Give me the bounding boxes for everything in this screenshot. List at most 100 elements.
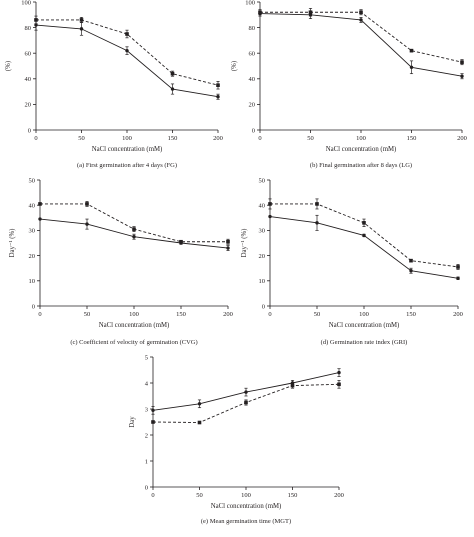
chart-a-ytick-label: 80 xyxy=(25,25,32,32)
chart-b-caption: (b) Final germination after 8 days (LG) xyxy=(310,162,412,169)
chart-e-ylabel: Day xyxy=(129,416,136,428)
chart-e-xtick-label: 50 xyxy=(196,492,203,499)
chart-d-series-solid-point xyxy=(456,276,460,280)
chart-c-series-dashed-point xyxy=(179,239,183,244)
chart-b-ytick-label: 100 xyxy=(245,0,255,6)
chart-b-ylabel: (%) xyxy=(231,61,238,71)
chart-b-series-dashed-point xyxy=(258,10,262,15)
chart-a-xtick-label: 0 xyxy=(34,135,37,142)
chart-e-series-dashed-point xyxy=(290,383,295,388)
chart-c-xtick-label: 0 xyxy=(38,311,41,318)
chart-c-series-solid-point xyxy=(85,222,89,226)
chart-c-ytick-label: 50 xyxy=(29,177,36,184)
chart-c-series-dashed-point xyxy=(226,239,230,244)
chart-a-ytick-label: 60 xyxy=(25,51,32,58)
chart-d-series-solid-point xyxy=(268,214,272,219)
chart-a-ylabel: (%) xyxy=(5,61,12,71)
chart-a-xlabel: NaCl concentration (mM) xyxy=(92,146,163,153)
chart-e-series-dashed-point xyxy=(244,400,248,405)
chart-e-series-dashed-point xyxy=(151,420,155,424)
chart-b-xtick-label: 150 xyxy=(407,135,417,142)
chart-d-caption: (d) Germination rate index (GRI) xyxy=(321,339,408,346)
chart-d-ylabel: Day⁻¹ (%) xyxy=(241,229,248,258)
chart-b: 0 20 40 60 80 100 0 50 100 150 200 NaCl concentrati… xyxy=(231,0,467,169)
chart-e-ytick-label: 1 xyxy=(145,458,148,465)
chart-c-series-solid-point xyxy=(132,235,136,239)
chart-e-ytick-label: 2 xyxy=(145,432,148,439)
chart-e-series-solid-point xyxy=(244,390,248,394)
chart-d-xtick-label: 200 xyxy=(453,311,463,318)
chart-d-series-solid xyxy=(268,214,460,280)
chart-d-series-dashed-point xyxy=(362,221,366,225)
chart-b-ytick-label: 40 xyxy=(249,76,256,83)
chart-a-series-dashed xyxy=(34,15,220,90)
chart-b-xtick-label: 200 xyxy=(457,135,467,142)
chart-e-series-dashed-point xyxy=(337,382,341,387)
chart-d-series-solid-point xyxy=(409,269,413,273)
chart-d-series-dashed-point xyxy=(456,265,460,269)
chart-d-xtick-label: 150 xyxy=(406,311,416,318)
chart-d-xtick-label: 50 xyxy=(314,311,321,318)
chart-b-ytick-label: 60 xyxy=(249,51,256,58)
chart-a-series-solid-point xyxy=(79,27,84,31)
chart-b-series-solid-line xyxy=(259,13,463,77)
chart-c-xtick-label: 100 xyxy=(129,311,139,318)
chart-a-series-solid-point xyxy=(34,23,38,27)
chart-a-caption: (a) First germination after 4 days (FG) xyxy=(77,162,177,169)
chart-c-ytick-label: 0 xyxy=(32,303,35,310)
chart-c-series-dashed-point xyxy=(132,227,136,231)
chart-d-series-dashed-point xyxy=(409,258,413,263)
chart-b-series-solid-point xyxy=(409,65,414,69)
chart-c-ytick-label: 20 xyxy=(29,253,36,260)
chart-d-xtick-label: 100 xyxy=(359,311,369,318)
chart-c-series-dashed-point xyxy=(38,202,42,206)
chart-a-ytick-label: 0 xyxy=(28,127,31,134)
chart-a-xtick-label: 100 xyxy=(122,135,132,142)
chart-c-series-solid-point xyxy=(38,217,42,221)
chart-c-caption: (c) Coefficient of velocity of germinati… xyxy=(70,339,197,346)
chart-a-series-dashed-line xyxy=(36,19,219,86)
chart-b-series-solid xyxy=(258,10,464,80)
chart-c-ylabel: Day⁻¹ (%) xyxy=(9,229,16,258)
chart-e-series-solid xyxy=(151,368,341,415)
chart-d-series-solid-point xyxy=(362,233,366,238)
chart-e-ytick-label: 5 xyxy=(145,354,148,361)
chart-a-series-dashed-point xyxy=(79,18,84,22)
chart-b-ytick-label: 0 xyxy=(252,127,255,134)
chart-c-xlabel: NaCl concentration (mM) xyxy=(99,322,170,329)
chart-e-series-solid-point xyxy=(197,402,202,406)
chart-d-series-dashed-point xyxy=(268,202,272,206)
chart-d-series-dashed xyxy=(268,198,460,270)
chart-b-series-dashed-point xyxy=(308,10,313,15)
chart-b-xlabel: NaCl concentration (mM) xyxy=(326,146,397,153)
chart-c-series-solid-point xyxy=(226,246,230,250)
chart-c-series-dashed xyxy=(38,201,230,245)
chart-e-ytick-label: 4 xyxy=(145,380,149,387)
chart-a-ytick-label: 100 xyxy=(21,0,31,6)
chart-e-caption: (e) Mean germination time (MGT) xyxy=(201,518,291,525)
chart-e-series-dashed xyxy=(151,380,341,425)
chart-a-series-dashed-point xyxy=(170,71,175,76)
chart-d-ytick-label: 50 xyxy=(259,177,266,184)
chart-c-series-dashed-point xyxy=(85,202,89,206)
chart-e-series-dashed-point xyxy=(197,420,202,425)
chart-e-xtick-label: 100 xyxy=(241,492,251,499)
chart-c-xtick-label: 150 xyxy=(176,311,186,318)
chart-a-series-dashed-point xyxy=(125,32,129,36)
chart-a-xtick-label: 50 xyxy=(78,135,85,142)
chart-c-ytick-label: 10 xyxy=(29,278,36,285)
chart-d: 0 10 20 30 40 50 0 50 100 150 200 NaCl concentratio… xyxy=(241,177,463,346)
chart-d-ytick-label: 0 xyxy=(262,303,265,310)
chart-e-xtick-label: 0 xyxy=(151,492,154,499)
chart-a-series-dashed-point xyxy=(216,83,220,87)
chart-b-xtick-label: 50 xyxy=(307,135,314,142)
chart-c-xtick-label: 200 xyxy=(223,311,233,318)
chart-b-xtick-label: 0 xyxy=(258,135,261,142)
chart-c-series-solid xyxy=(38,217,230,251)
chart-a-ytick-label: 20 xyxy=(25,102,32,109)
chart-c-xtick-label: 50 xyxy=(84,311,91,318)
chart-e-ytick-label: 3 xyxy=(145,406,148,413)
chart-d-series-solid-point xyxy=(315,221,319,225)
chart-a-series-solid-point xyxy=(170,87,175,91)
